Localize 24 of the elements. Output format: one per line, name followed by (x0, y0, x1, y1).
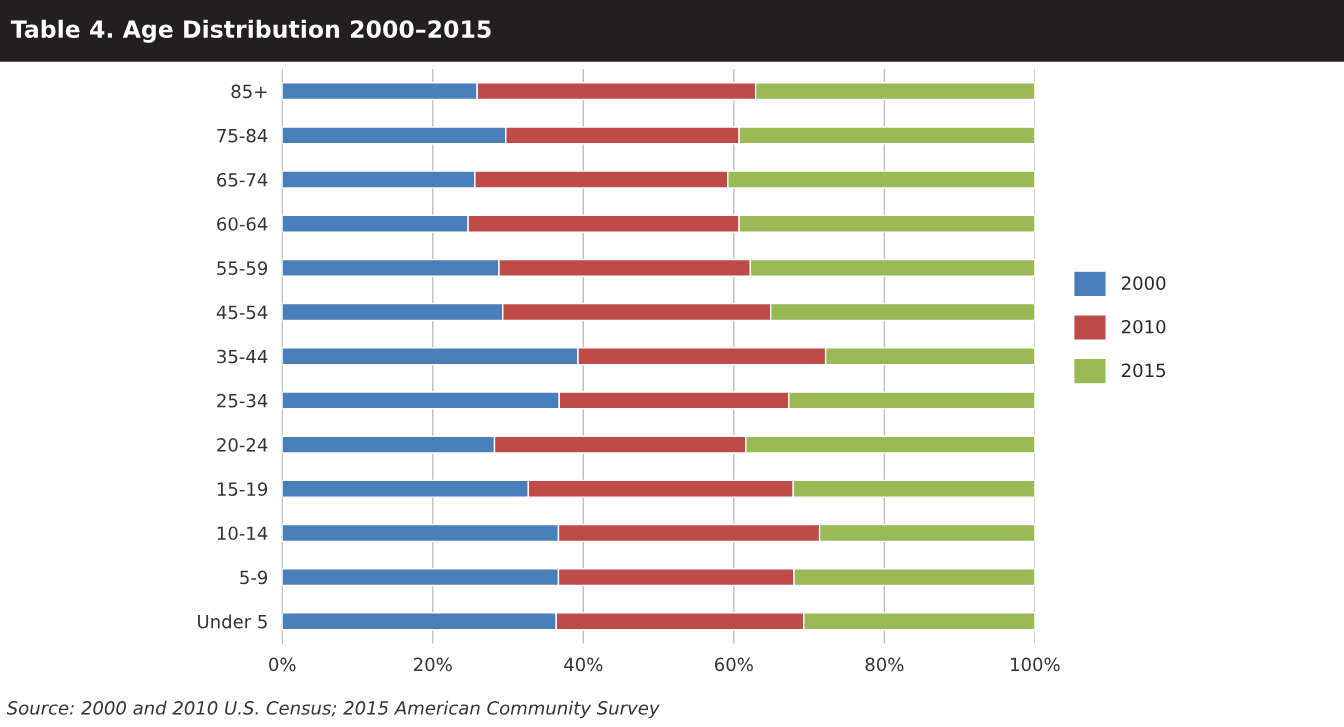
x-tick-label: 40% (564, 657, 603, 672)
y-tick-label: 65-74 (217, 172, 268, 187)
legend-label: 2000 (1121, 276, 1166, 290)
y-tick-label: 25-34 (217, 393, 268, 408)
legend-label: 2015 (1121, 363, 1166, 378)
y-tick-label: 10-14 (217, 526, 268, 541)
y-tick-label: 20-24 (217, 438, 268, 452)
source-note: Source: 2000 and 2010 U.S. Census; 2015 American Community Survey (6, 700, 660, 719)
y-tick-label: 15-19 (217, 482, 268, 496)
y-tick-label: 35-44 (217, 349, 268, 364)
y-tick-label: 55-59 (217, 261, 268, 275)
x-tick-label: 60% (715, 657, 753, 672)
y-tick-label: Under 5 (198, 614, 267, 629)
y-tick-label: 45-54 (216, 305, 268, 320)
y-tick-label: 60-64 (217, 217, 268, 231)
y-tick-label: 75-84 (217, 128, 268, 143)
chart-title: Table 4. Age Distribution 2000–2015 (10, 19, 491, 43)
legend-label: 2010 (1121, 319, 1166, 334)
x-tick-label: 80% (865, 657, 904, 672)
x-tick-label: 20% (414, 657, 452, 672)
x-tick-label: 0% (269, 657, 296, 672)
y-tick-label: 85+ (231, 84, 267, 99)
x-tick-label: 100% (1011, 657, 1060, 672)
y-tick-label: 5-9 (240, 570, 268, 585)
